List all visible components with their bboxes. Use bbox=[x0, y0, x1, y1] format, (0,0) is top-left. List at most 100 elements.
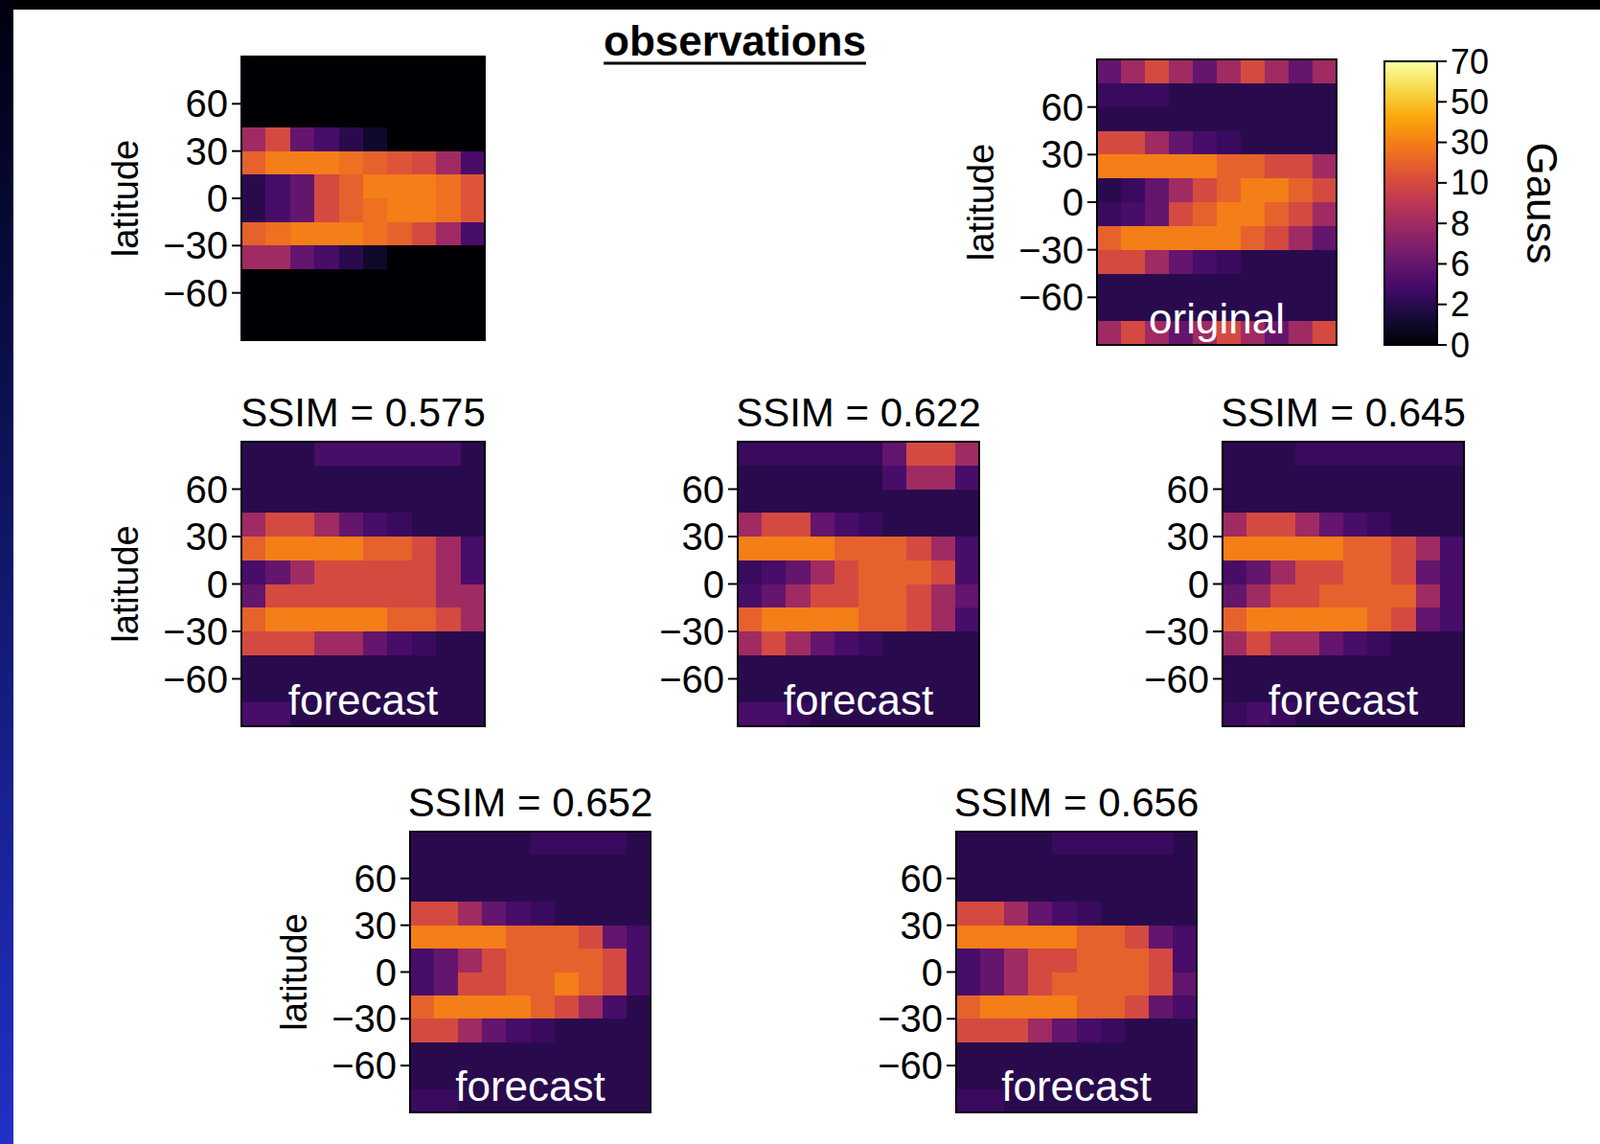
tick bbox=[400, 971, 411, 974]
cell bbox=[339, 465, 365, 490]
cell bbox=[1192, 107, 1218, 132]
figure-title: observations bbox=[603, 17, 867, 65]
cell bbox=[435, 151, 461, 176]
cell bbox=[1288, 297, 1314, 321]
cell bbox=[481, 1018, 507, 1043]
cell bbox=[1100, 995, 1126, 1020]
cell bbox=[530, 995, 556, 1020]
cell bbox=[1367, 631, 1393, 656]
cell bbox=[810, 584, 836, 609]
cell bbox=[387, 174, 412, 199]
cell bbox=[435, 512, 461, 537]
colorbar-tick-label: 2 bbox=[1450, 284, 1470, 324]
cell bbox=[460, 465, 485, 490]
cell bbox=[602, 925, 628, 950]
cell bbox=[1367, 560, 1393, 585]
cell bbox=[602, 1065, 628, 1090]
cell bbox=[1216, 59, 1242, 84]
cell bbox=[554, 972, 580, 997]
cell bbox=[411, 103, 437, 128]
cell bbox=[290, 607, 316, 632]
cell bbox=[505, 854, 531, 879]
cell bbox=[1168, 59, 1194, 84]
cell bbox=[1222, 560, 1248, 585]
cell bbox=[1004, 1018, 1029, 1043]
cell bbox=[626, 1065, 651, 1090]
cell bbox=[457, 878, 483, 903]
cell bbox=[834, 441, 860, 466]
cell bbox=[737, 679, 763, 704]
cell bbox=[314, 536, 340, 561]
cells bbox=[241, 56, 485, 341]
cell bbox=[882, 631, 908, 656]
tick-label: 30 bbox=[900, 904, 944, 947]
cell bbox=[1076, 901, 1102, 926]
cell bbox=[1172, 878, 1197, 903]
cell bbox=[460, 536, 485, 561]
tick bbox=[231, 197, 242, 200]
cell bbox=[1097, 226, 1122, 251]
cell bbox=[626, 995, 651, 1020]
cell bbox=[1264, 107, 1290, 132]
cell bbox=[314, 151, 340, 176]
cell bbox=[626, 1018, 651, 1043]
cell bbox=[460, 584, 485, 609]
cell bbox=[1240, 131, 1266, 156]
cell bbox=[906, 560, 932, 585]
cell bbox=[1172, 1089, 1197, 1113]
cell bbox=[810, 631, 836, 656]
cell bbox=[241, 560, 267, 585]
cell bbox=[314, 631, 340, 656]
cell bbox=[810, 489, 836, 514]
cell bbox=[363, 465, 389, 490]
canvas bbox=[13, 9, 1600, 1144]
cell bbox=[1440, 512, 1464, 537]
tick bbox=[1212, 583, 1223, 586]
cell bbox=[1192, 226, 1218, 251]
cell bbox=[411, 293, 437, 318]
cell bbox=[457, 901, 483, 926]
cells bbox=[1097, 59, 1337, 345]
cell bbox=[1288, 59, 1314, 84]
cell bbox=[481, 948, 507, 973]
cell bbox=[906, 607, 932, 632]
cell bbox=[265, 631, 291, 656]
cell bbox=[602, 995, 628, 1020]
cell bbox=[290, 512, 316, 537]
cell bbox=[460, 269, 485, 294]
cell bbox=[1312, 107, 1337, 132]
cell bbox=[1391, 512, 1417, 537]
cell bbox=[460, 489, 485, 514]
cell bbox=[1288, 154, 1314, 179]
panel-title: SSIM = 0.575 bbox=[240, 389, 486, 435]
cell bbox=[1440, 536, 1464, 561]
cell bbox=[363, 222, 389, 247]
cell bbox=[626, 1089, 651, 1113]
cell bbox=[1312, 131, 1337, 156]
cell bbox=[1124, 995, 1150, 1020]
cell bbox=[460, 198, 485, 223]
cell bbox=[481, 878, 507, 903]
cell bbox=[956, 1065, 982, 1090]
cell bbox=[1270, 607, 1296, 632]
cell bbox=[1240, 226, 1266, 251]
cell bbox=[761, 607, 787, 632]
cell bbox=[810, 512, 836, 537]
cell bbox=[411, 56, 437, 81]
panel: −60−3003060SSIM = 0.622forecast bbox=[659, 389, 982, 728]
cell bbox=[1168, 202, 1194, 227]
tick-label: −30 bbox=[162, 224, 229, 267]
cell bbox=[434, 1018, 459, 1043]
cell bbox=[290, 198, 316, 223]
panel-label: forecast bbox=[1001, 1062, 1152, 1110]
cell bbox=[1051, 878, 1077, 903]
cell bbox=[241, 679, 267, 704]
cell bbox=[410, 925, 435, 950]
tick bbox=[400, 1017, 411, 1020]
cell bbox=[387, 631, 412, 656]
cell bbox=[314, 222, 340, 247]
cell bbox=[265, 103, 291, 128]
cell bbox=[241, 174, 267, 199]
cell bbox=[578, 831, 604, 856]
cell bbox=[387, 80, 412, 105]
